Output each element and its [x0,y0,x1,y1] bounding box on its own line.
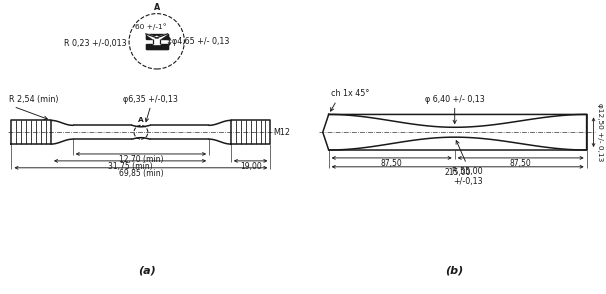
Text: A: A [138,117,144,123]
Text: R 55,00
+/-0,13: R 55,00 +/-0,13 [452,167,483,186]
Bar [153,39,160,44]
Text: A: A [153,3,160,12]
Text: R 0,23 +/-0,013: R 0,23 +/-0,013 [64,39,127,48]
Text: φ6,35 +/-0,13: φ6,35 +/-0,13 [124,95,178,103]
Text: R 2,54 (min): R 2,54 (min) [10,95,59,103]
Text: φ4,65 +/- 0,13: φ4,65 +/- 0,13 [171,37,229,46]
Polygon shape [146,34,168,39]
Text: (a): (a) [138,265,156,275]
Text: ch 1x 45°: ch 1x 45° [331,88,369,98]
Bar [146,44,168,49]
Text: φ12,50 +/- 0,13: φ12,50 +/- 0,13 [598,103,604,161]
Text: (b): (b) [445,265,464,275]
Text: 87,50: 87,50 [510,159,531,168]
Text: 12,70 (min): 12,70 (min) [119,156,163,164]
Text: 215,00: 215,00 [444,168,471,177]
Text: 19,00: 19,00 [240,162,262,171]
Text: M12: M12 [273,128,290,137]
Text: 69,85 (min): 69,85 (min) [119,169,163,178]
Text: 31,75 (min): 31,75 (min) [108,162,152,171]
Text: 87,50: 87,50 [381,159,402,168]
Text: 60 +/-1°: 60 +/-1° [135,24,167,30]
Bar [146,34,168,39]
Text: φ 6,40 +/- 0,13: φ 6,40 +/- 0,13 [425,95,485,103]
